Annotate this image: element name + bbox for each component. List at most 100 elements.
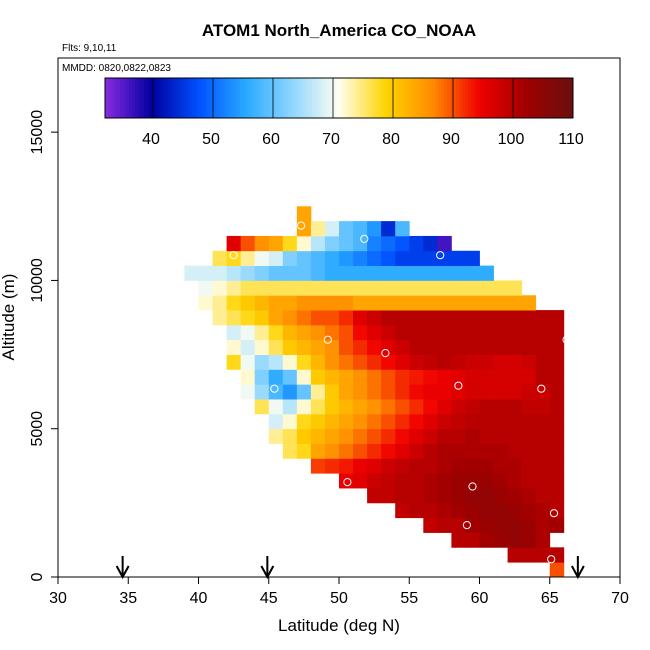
heatmap-cell [296, 250, 312, 266]
heatmap-cell [339, 310, 354, 326]
heatmap-cell [423, 280, 438, 296]
heatmap-cell [339, 369, 354, 385]
heatmap-cell [521, 547, 537, 563]
colorbar-segment [168, 78, 172, 118]
x-tick-label: 30 [49, 590, 67, 607]
colorbar-segment [471, 78, 475, 118]
heatmap-cell [521, 399, 537, 415]
heatmap-cell [254, 339, 270, 355]
heatmap-cell [521, 458, 537, 474]
heatmap-cell [395, 265, 410, 281]
heatmap-cell [409, 235, 424, 252]
heatmap-cell [423, 310, 438, 326]
heatmap-cell [507, 324, 523, 341]
colorbar-segment [408, 78, 412, 118]
x-tick-label: 50 [330, 590, 348, 607]
flight-arrow-head [260, 565, 275, 580]
colorbar-segment [339, 78, 343, 118]
heatmap-cell [437, 235, 452, 252]
colorbar-segment [534, 78, 538, 118]
heatmap-cell [395, 369, 410, 385]
heatmap-cell [282, 265, 298, 281]
colorbar-segment [438, 78, 442, 118]
heatmap-cell [409, 369, 424, 385]
heatmap-cell [507, 413, 523, 430]
colorbar-segment [282, 78, 286, 118]
colorbar-segment [258, 78, 262, 118]
colorbar-segment [126, 78, 130, 118]
heatmap-cell [409, 324, 424, 341]
x-tick-label: 60 [471, 590, 489, 607]
colorbar-segment [120, 78, 124, 118]
colorbar-segment [423, 78, 427, 118]
heatmap-cell [521, 502, 537, 519]
heatmap-cell [254, 354, 270, 370]
heatmap-cell [381, 324, 396, 341]
heatmap-cell [296, 206, 312, 222]
heatmap-cell [324, 458, 340, 474]
colorbar-segment [435, 78, 439, 118]
colorbar-segment [180, 78, 184, 118]
heatmap-cell [423, 502, 438, 519]
sample-marker [270, 384, 279, 393]
heatmap-cell [479, 384, 494, 400]
heatmap-cell [268, 413, 284, 430]
colorbar-segment [141, 78, 145, 118]
heatmap-cell [381, 413, 396, 430]
heatmap-cell [549, 413, 565, 430]
colorbar-segment [267, 78, 271, 118]
heatmap-cell [367, 458, 382, 474]
colorbar-segment [537, 78, 541, 118]
colorbar-segment [303, 78, 307, 118]
heatmap-cell [437, 443, 452, 459]
heatmap-cell [240, 354, 256, 370]
heatmap-cell [395, 339, 410, 355]
heatmap-cell [381, 399, 396, 415]
heatmap-cell [493, 324, 508, 341]
colorbar-segment [447, 78, 451, 118]
colorbar-segment [459, 78, 463, 118]
heatmap-cell [367, 235, 382, 252]
heatmap-cell [479, 369, 494, 385]
heatmap-cell [268, 428, 284, 444]
heatmap-cell [493, 458, 508, 474]
colorbar-segment [291, 78, 295, 118]
heatmap-cell [324, 310, 340, 326]
colorbar-segment [210, 78, 214, 118]
heatmap-cell [324, 221, 340, 237]
heatmap-cell [549, 443, 565, 459]
colorbar-segment [279, 78, 283, 118]
heatmap-cell [296, 295, 312, 311]
sample-marker [297, 221, 306, 230]
heatmap-cell [423, 443, 438, 459]
heatmap-cell [324, 354, 340, 370]
heatmap-cell [549, 310, 565, 326]
colorbar-segment [330, 78, 334, 118]
heatmap-cell [296, 384, 312, 400]
heatmap-cell [226, 310, 242, 326]
heatmap-cell [254, 324, 270, 341]
heatmap-cell [395, 310, 410, 326]
colorbar-segment [216, 78, 220, 118]
heatmap-cell [212, 250, 227, 266]
heatmap-cell [212, 310, 227, 326]
heatmap-cell [465, 265, 480, 281]
colorbar-segment [354, 78, 358, 118]
heatmap-cell [381, 369, 396, 385]
heatmap-cell [310, 250, 326, 266]
heatmap-cell [268, 235, 284, 252]
colorbar-segment [276, 78, 280, 118]
flight-arrow-head [115, 565, 130, 580]
heatmap-cell [465, 502, 480, 519]
heatmap-cell [465, 399, 480, 415]
heatmap-cell [282, 235, 298, 252]
heatmap-cell [479, 443, 494, 459]
heatmap-cell [535, 324, 551, 341]
heatmap-cell [268, 280, 284, 296]
heatmap-cell [521, 354, 537, 370]
heatmap-cell [395, 235, 410, 252]
heatmap-cell [437, 354, 452, 370]
heatmap-cell [339, 458, 354, 474]
heatmap-cell [381, 250, 396, 266]
colorbar-segment [348, 78, 352, 118]
